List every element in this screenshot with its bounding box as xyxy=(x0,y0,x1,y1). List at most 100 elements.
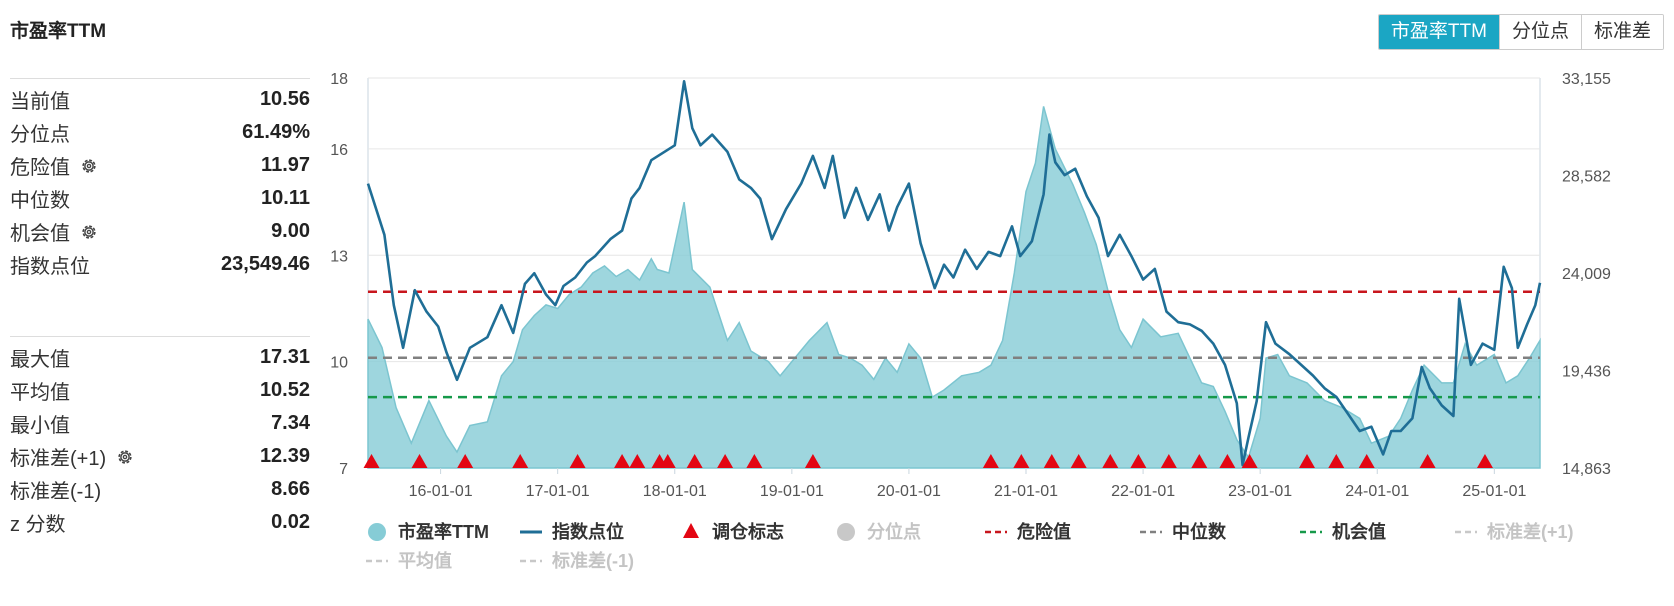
right-axis-tick-label: 33,155 xyxy=(1562,71,1611,88)
x-axis-tick-label: 25-01-01 xyxy=(1462,483,1526,500)
legend-label: 指数点位 xyxy=(552,521,624,542)
x-axis-tick-label: 18-01-01 xyxy=(643,483,707,500)
legend-label: 标准差(+1) xyxy=(1486,521,1574,542)
stat-label: 指数点位 xyxy=(10,256,90,278)
rebalance-marker xyxy=(1191,454,1208,468)
tab-percentile[interactable]: 分位点 xyxy=(1498,15,1581,49)
right-axis-tick-label: 19,436 xyxy=(1562,364,1611,381)
stat-label: 中位数 xyxy=(10,190,70,212)
stat-row-danger: 危险值 11.97 xyxy=(10,149,310,182)
gear-icon[interactable] xyxy=(116,448,134,466)
stat-label: 最大值 xyxy=(10,349,70,371)
legend-item[interactable]: 分位点 xyxy=(837,521,921,542)
left-axis-tick-label: 10 xyxy=(330,355,348,372)
stat-value: 7.34 xyxy=(271,412,310,434)
page-title: 市盈率TTM xyxy=(10,21,107,42)
stat-value: 0.02 xyxy=(271,511,310,533)
rebalance-marker xyxy=(746,454,763,468)
series-index-line xyxy=(366,80,1542,467)
rebalance-marker xyxy=(569,454,586,468)
stat-row-std-minus: 标准差(-1) 8.66 xyxy=(10,473,310,506)
stat-label: 标准差(-1) xyxy=(10,481,102,503)
stat-label: 机会值 xyxy=(10,223,70,245)
stat-label: 平均值 xyxy=(10,382,70,404)
legend-label: 市盈率TTM xyxy=(398,521,489,542)
rebalance-marker xyxy=(804,454,821,468)
tab-std-dev[interactable]: 标准差 xyxy=(1580,15,1663,49)
rebalance-marker xyxy=(1013,454,1030,468)
stat-value: 10.52 xyxy=(259,379,310,401)
stats-panel-distribution: 最大值 17.31 平均值 10.52 最小值 7.34 标准差(+1) 12.39 标… xyxy=(10,336,310,539)
legend-label: 中位数 xyxy=(1172,521,1227,542)
stat-label: 危险值 xyxy=(10,157,70,179)
rebalance-marker xyxy=(1160,454,1177,468)
rebalance-marker xyxy=(512,454,529,468)
stat-label: 标准差(+1) xyxy=(10,448,107,470)
rebalance-marker xyxy=(1241,454,1258,468)
legend-circle-icon xyxy=(837,523,855,541)
stat-row-percentile: 分位点 61.49% xyxy=(10,116,310,149)
x-axis-tick-label: 21-01-01 xyxy=(994,483,1058,500)
gear-icon[interactable] xyxy=(80,157,98,175)
stat-value: 9.00 xyxy=(271,220,310,242)
legend-item[interactable]: 中位数 xyxy=(1140,521,1227,542)
stats-panel-current: 当前值 10.56 分位点 61.49% 危险值 11.97 中位数 10.11 机会值… xyxy=(10,78,310,281)
legend-item[interactable]: 危险值 xyxy=(985,521,1071,542)
left-axis-tick-label: 16 xyxy=(330,142,348,159)
left-axis-tick-label: 13 xyxy=(330,248,348,265)
stat-value: 61.49% xyxy=(242,121,310,143)
rebalance-marker xyxy=(614,454,631,468)
legend-label: 平均值 xyxy=(398,550,452,571)
stat-value: 8.66 xyxy=(271,478,310,500)
legend-item[interactable]: 标准差(+1) xyxy=(1455,521,1574,542)
rebalance-marker xyxy=(363,454,380,468)
right-axis-tick-label: 24,009 xyxy=(1562,266,1611,283)
rebalance-marker xyxy=(1419,454,1436,468)
x-axis-tick-label: 17-01-01 xyxy=(526,483,590,500)
stat-value: 23,549.46 xyxy=(221,253,310,275)
right-axis-tick-label: 14,863 xyxy=(1562,461,1611,478)
left-axis-tick-label: 7 xyxy=(339,461,348,478)
legend-triangle-icon xyxy=(683,523,699,538)
legend-item[interactable]: 调仓标志 xyxy=(683,521,784,542)
legend-item[interactable]: 平均值 xyxy=(366,550,452,571)
rebalance-marker xyxy=(982,454,999,468)
stat-row-min: 最小值 7.34 xyxy=(10,407,310,440)
series-pe-area xyxy=(367,106,1541,469)
rebalance-marker xyxy=(717,454,734,468)
legend-item[interactable]: 市盈率TTM xyxy=(368,521,489,542)
stat-row-max: 最大值 17.31 xyxy=(10,341,310,374)
legend-circle-icon xyxy=(368,523,386,541)
stat-value: 10.56 xyxy=(259,88,310,110)
stat-row-current: 当前值 10.56 xyxy=(10,83,310,116)
x-axis-tick-label: 24-01-01 xyxy=(1345,483,1409,500)
x-axis-tick-label: 20-01-01 xyxy=(877,483,941,500)
stat-label: 最小值 xyxy=(10,415,70,437)
stat-value: 12.39 xyxy=(259,445,310,467)
rebalance-marker xyxy=(457,454,474,468)
x-axis-tick-label: 16-01-01 xyxy=(409,483,473,500)
rebalance-marker xyxy=(1130,454,1147,468)
rebalance-marker xyxy=(1358,454,1375,468)
stat-value: 10.11 xyxy=(261,187,310,209)
stat-row-index-level: 指数点位 23,549.46 xyxy=(10,248,310,281)
gear-icon[interactable] xyxy=(80,223,98,241)
legend-item[interactable]: 指数点位 xyxy=(520,521,624,542)
rebalance-marker xyxy=(1070,454,1087,468)
stat-label: 分位点 xyxy=(10,124,70,146)
rebalance-marker xyxy=(1299,454,1316,468)
tab-pe-ttm[interactable]: 市盈率TTM xyxy=(1378,15,1499,49)
stat-row-mean: 平均值 10.52 xyxy=(10,374,310,407)
stat-label: 当前值 xyxy=(10,91,70,113)
rebalance-marker xyxy=(1043,454,1060,468)
legend-label: 机会值 xyxy=(1332,521,1386,542)
metric-tabs: 市盈率TTM 分位点 标准差 xyxy=(1377,14,1664,50)
stat-value: 17.31 xyxy=(259,346,310,368)
legend-label: 分位点 xyxy=(867,521,921,542)
rebalance-marker xyxy=(1476,454,1493,468)
legend-item[interactable]: 标准差(-1) xyxy=(520,550,634,571)
legend-item[interactable]: 机会值 xyxy=(1300,521,1386,542)
stat-value: 11.97 xyxy=(261,154,310,176)
rebalance-marker xyxy=(1328,454,1345,468)
rebalance-marker xyxy=(1102,454,1119,468)
